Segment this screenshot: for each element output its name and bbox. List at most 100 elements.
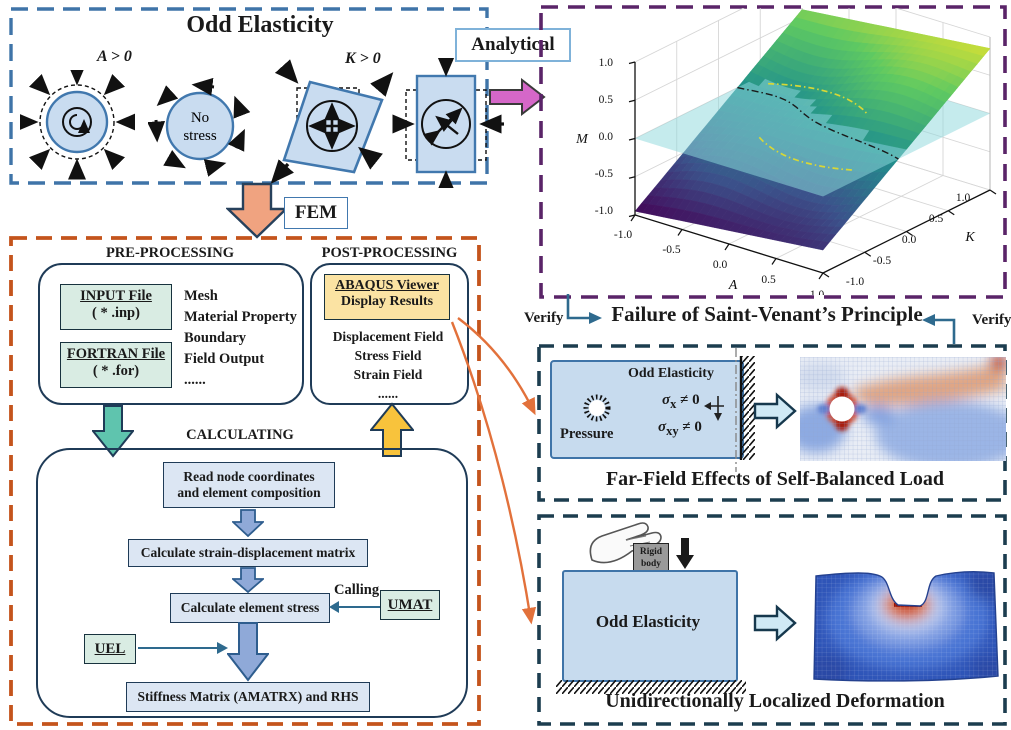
calc-to-post-arrow-icon [370,402,414,457]
farfield-specimen [550,360,744,459]
odd-elasticity-title: Odd Elasticity [186,12,334,38]
uel-box: UEL [84,634,136,664]
no-stress-line1: No [191,110,209,126]
rigid-body-line1: Rigid [639,547,663,557]
rectangle-shear-expansion-icon [392,58,504,188]
grid-line [989,189,997,195]
analytical-label: Analytical [455,28,571,62]
axis-tick-label: -1.0 [614,229,632,241]
sigma-tail: ≠ 0 [676,392,700,408]
axis-tick-label: 0.0 [599,131,614,143]
surface-facet [898,139,914,150]
farfield-caption: Far-Field Effects of Self-Balanced Load [605,468,945,490]
axis-tick-label: 0.5 [929,213,944,225]
display-results: Display Results [340,294,434,309]
step-read-nodes-line1: Read node coordinates [183,469,315,485]
pre-item: Material Property [184,309,297,326]
localized-odd-label: Odd Elasticity [595,612,701,631]
rotating-compression-disk-icon [20,70,135,180]
calling-label: Calling [334,582,380,598]
pre-processing-heading: PRE-PROCESSING [105,245,235,261]
axis-tick-label: -1.0 [595,205,613,217]
abaqus-viewer-box: ABAQUS Viewer Display Results [324,274,450,320]
grid-line [947,210,955,216]
fem-label: FEM [284,197,348,229]
axis-tick-label: 0.0 [713,259,728,271]
rigid-body-line2: body [640,559,662,570]
localized-result-image [813,571,999,682]
fem-panel-border [9,236,481,726]
pressure-label: Pressure [560,426,614,442]
grid-line [545,8,635,215]
grid-line [634,16,803,101]
post-item: Strain Field [353,366,423,382]
analytical-arrow-icon [489,78,546,116]
sigma-sub: xy [666,424,679,438]
post-item: Stress Field [354,347,422,363]
grid-line [822,272,830,278]
step-element-stress: Calculate element stress [170,593,330,623]
svp-title: Failure of Saint-Venant’s Principle [611,302,923,326]
grid-line [545,8,635,139]
input-file-ext: ( * .inp) [92,305,140,321]
localized-result-arrow-icon [753,604,797,642]
axis-tick-label: 0.5 [599,94,614,106]
verify-left-arrow-icon [566,294,602,324]
pre-item: ...... [184,372,206,389]
label-k-gt-0: K > 0 [345,50,381,67]
axis-tick-label: 1.0 [956,192,971,204]
flow-arrow-icon [232,567,264,593]
axis-tick-label: 0.0 [902,234,917,246]
axis-tick-label: 1.0 [599,57,614,69]
farfield-odd-label: Odd Elasticity [628,366,714,381]
surface-facet [815,241,830,251]
grid-line [545,8,635,62]
farfield-result-image [800,357,1006,461]
pressure-source-icon [583,394,611,422]
grid-line [634,8,745,63]
axis-tick-label: M [575,132,589,147]
step-read-nodes-line2: and element composition [177,485,321,500]
step-read-nodes: Read node coordinates and element compos… [163,462,335,508]
rigid-body-box: Rigid body [633,543,669,573]
flow-arrow-icon [232,509,264,537]
analytical-panel-border [539,5,1007,299]
calculating-heading: CALCULATING [186,427,294,443]
grid-line [894,8,991,38]
fortran-file-ext: ( * .for) [92,363,140,379]
sigma-x-label: σx ≠ 0 [662,392,700,412]
axis-tick-label: -0.5 [595,168,613,180]
sigma-xy-label: σxy ≠ 0 [658,419,702,439]
connector-to-localized [450,321,537,625]
grid-line [677,229,683,236]
label-a-gt-0: A > 0 [97,48,132,65]
axis-tick-label: A [728,278,738,293]
axis-tick-label: -0.5 [873,255,891,267]
uel-arrow-icon [138,642,228,654]
farfield-result-arrow-icon [753,392,797,430]
grid-line [630,214,636,222]
press-arrow-icon [676,538,694,569]
abaqus-viewer-title: ABAQUS Viewer [335,278,439,293]
fem-arrow-icon [226,182,288,239]
verify-right-arrow-icon [922,314,956,344]
odd-elasticity-3d-surface-plot: -1.0 -0.5 0.0 0.5 1.0 -1.0 -0.5 0.0 0.5 1.0 -1.0 -0… [545,8,997,295]
verify-left-label: Verify [524,310,564,326]
input-file-title: INPUT File [80,288,152,304]
grid-line [818,272,824,280]
axis-tick-label: K [964,230,975,245]
pre-processing-box [38,263,304,405]
pre-item: Field Output [184,351,265,368]
input-file-box: INPUT File ( * .inp) [60,284,172,330]
axis-tick-label: 1.0 [810,289,825,295]
step-strain-displacement: Calculate strain-displacement matrix [128,539,368,567]
umat-calling-arrow-icon [329,601,380,613]
post-processing-heading: POST-PROCESSING [321,245,458,261]
fortran-file-box: FORTRAN File ( * .for) [60,342,172,388]
localized-caption: Unidirectionally Localized Deformation [605,690,945,712]
axis-tick-label: -1.0 [846,276,864,288]
pre-item: Boundary [184,330,247,347]
grid-line [628,61,636,65]
sigma-symbol: σ [658,419,667,435]
post-items: Displacement Field Stress Field Strain F… [312,328,464,404]
